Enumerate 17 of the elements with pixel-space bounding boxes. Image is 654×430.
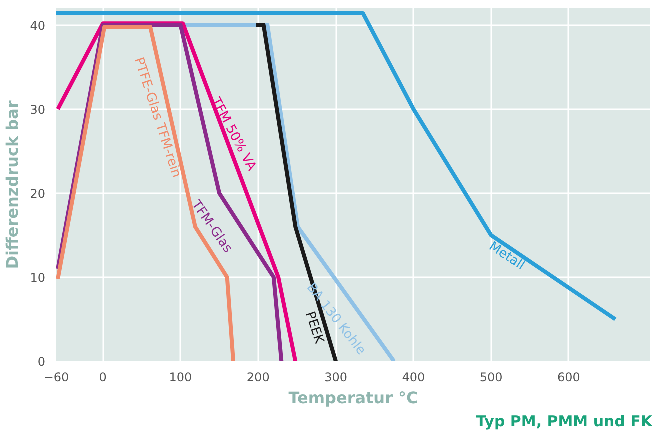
y-tick-label: 10 (30, 270, 46, 285)
x-tick-label: −60 (44, 370, 70, 384)
x-tick-label: 600 (558, 370, 580, 384)
y-tick-label: 40 (30, 18, 46, 33)
y-tick-label: 30 (30, 102, 46, 117)
x-tick-label: 200 (246, 370, 270, 384)
x-tick-label: 0 (99, 370, 107, 384)
x-tick-label: 100 (169, 370, 192, 384)
y-axis-title: Differenzdruck bar (3, 100, 22, 270)
x-tick-label: 400 (402, 370, 426, 384)
y-tick-label: 0 (38, 355, 46, 369)
x-axis-title: Temperatur °C (288, 388, 418, 408)
x-tick-label: 300 (324, 370, 348, 384)
x-tick-label: 500 (480, 370, 503, 384)
y-tick-label: 20 (30, 186, 46, 201)
text: Typ PM, PMM und FK (476, 412, 654, 430)
text: TFM 50% VA (207, 94, 260, 174)
